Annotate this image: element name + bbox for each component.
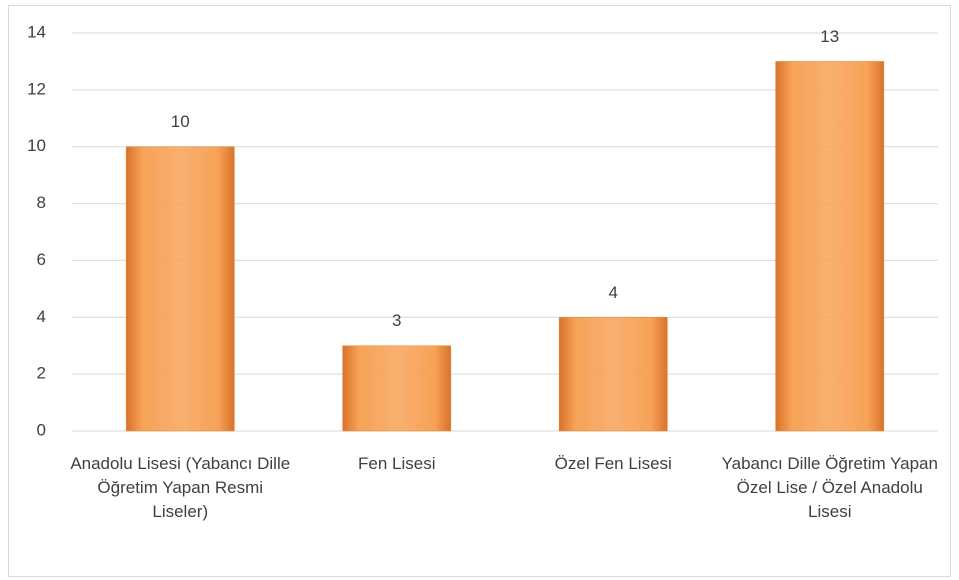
- y-tick-label: 14: [27, 22, 46, 41]
- bar: [125, 146, 235, 432]
- bar: [342, 345, 452, 432]
- x-tick-label: Yabancı Dille Öğretim Yapan Özel Lise / …: [721, 454, 938, 521]
- y-tick-label: 12: [27, 79, 46, 98]
- y-tick-label: 10: [27, 136, 46, 155]
- y-tick-label: 8: [37, 193, 46, 212]
- y-tick-label: 4: [37, 307, 46, 326]
- chart-border: [8, 5, 951, 577]
- bar: [775, 61, 885, 432]
- y-tick-label: 2: [37, 364, 46, 383]
- x-tick-label: Özel Fen Lisesi: [554, 454, 672, 473]
- x-tick-label: Fen Lisesi: [358, 454, 436, 473]
- data-label: 3: [392, 311, 401, 330]
- data-label: 13: [820, 27, 839, 46]
- y-tick-label: 0: [37, 420, 46, 439]
- data-label: 10: [171, 112, 190, 131]
- x-tick-label: Anadolu Lisesi (Yabancı Dille Öğretim Ya…: [70, 454, 291, 521]
- data-label: 4: [609, 283, 618, 302]
- y-tick-label: 6: [37, 250, 46, 269]
- bar: [558, 317, 668, 432]
